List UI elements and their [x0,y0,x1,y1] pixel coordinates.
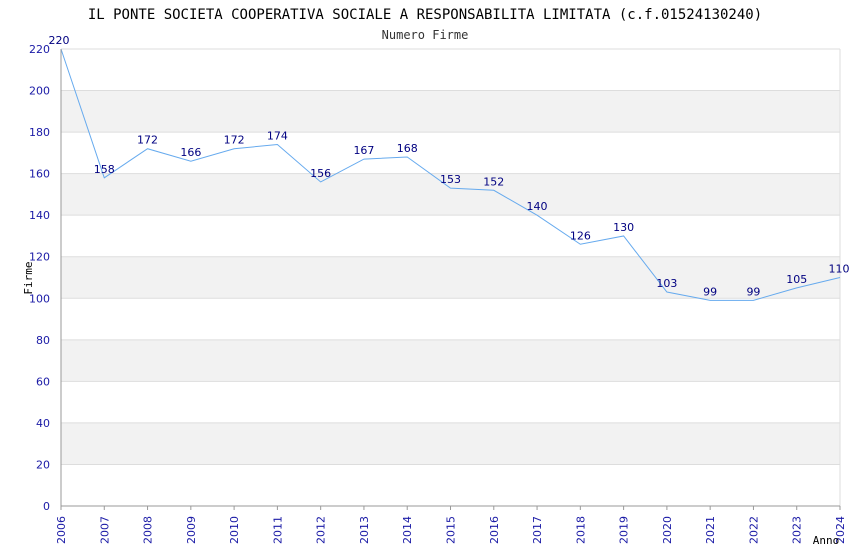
data-label: 140 [527,200,548,213]
y-tick-label: 0 [43,500,50,513]
grid-band [61,298,840,340]
data-label: 126 [570,229,591,242]
data-label: 220 [49,34,70,47]
grid-band [61,381,840,423]
data-label: 156 [310,167,331,180]
data-labels: 220 158 172 166 172 174 156 167 168 153 152 140 126 1… [49,34,850,298]
y-tick-label: 140 [29,209,50,222]
data-label: 130 [613,221,634,234]
x-tick-label: 2021 [704,516,717,544]
x-tick-label: 2009 [185,516,198,544]
data-label: 105 [786,273,807,286]
data-label: 172 [137,134,158,147]
data-label: 152 [483,175,504,188]
y-tick-label: 40 [36,417,50,430]
x-tick-label: 2007 [98,516,111,544]
grid-band [61,173,840,216]
data-label: 103 [656,277,677,290]
x-tick-label: 2010 [228,516,241,544]
x-tick-label: 2022 [747,516,760,544]
y-axis-label: Firme [22,261,35,294]
x-tick-label: 2018 [574,516,587,544]
x-tick-label: 2014 [401,516,414,544]
data-label: 99 [746,285,760,298]
y-tick-label: 180 [29,126,50,139]
x-tick-label: 2012 [315,516,328,544]
y-tick-label: 120 [29,251,50,264]
grid-band [61,49,840,91]
grid-band [61,422,840,465]
x-tick-label: 2023 [791,516,804,544]
grid-band [61,464,840,506]
series-line [60,48,841,301]
x-tick-label: 2024 [834,516,847,544]
data-label: 166 [180,146,201,159]
x-tick-label: 2011 [271,516,284,544]
data-label: 167 [353,144,374,157]
grid-band [61,90,840,133]
grid-band [61,256,840,299]
x-tick-label: 2008 [142,516,155,544]
data-label: 172 [224,134,245,147]
x-tick-label: 2020 [661,516,674,544]
grid-band [61,132,840,174]
x-tick-label: 2015 [445,516,458,544]
y-tick-label: 60 [36,375,50,388]
grid-band [61,339,840,382]
x-tick-label: 2016 [488,516,501,544]
chart-subtitle: Numero Firme [382,28,469,42]
data-label: 110 [829,263,850,276]
data-label: 99 [703,285,717,298]
data-label: 158 [94,163,115,176]
x-tick-label: 2019 [618,516,631,544]
data-label: 153 [440,173,461,186]
y-tick-label: 80 [36,334,50,347]
x-tick-label: 2006 [55,516,68,544]
data-label: 174 [267,130,288,143]
grid-band [61,215,840,257]
chart-title: IL PONTE SOCIETA COOPERATIVA SOCIALE A R… [88,7,762,23]
y-tick-label: 100 [29,292,50,305]
y-tick-label: 200 [29,85,50,98]
y-tick-label: 220 [29,43,50,56]
x-axis-label: Anno [813,534,840,547]
y-tick-label: 20 [36,458,50,471]
y-axis-ticks: 0 20 40 60 80 100 120 140 160 180 200 220 [29,43,50,513]
data-label: 168 [397,142,418,155]
grid-bands [61,48,841,507]
y-tick-label: 160 [29,168,50,181]
x-tick-label: 2017 [531,516,544,544]
x-tick-label: 2013 [358,516,371,544]
x-axis-ticks: 2006 2007 2008 2009 2010 2011 2012 2013 2014 2015… [55,506,847,544]
